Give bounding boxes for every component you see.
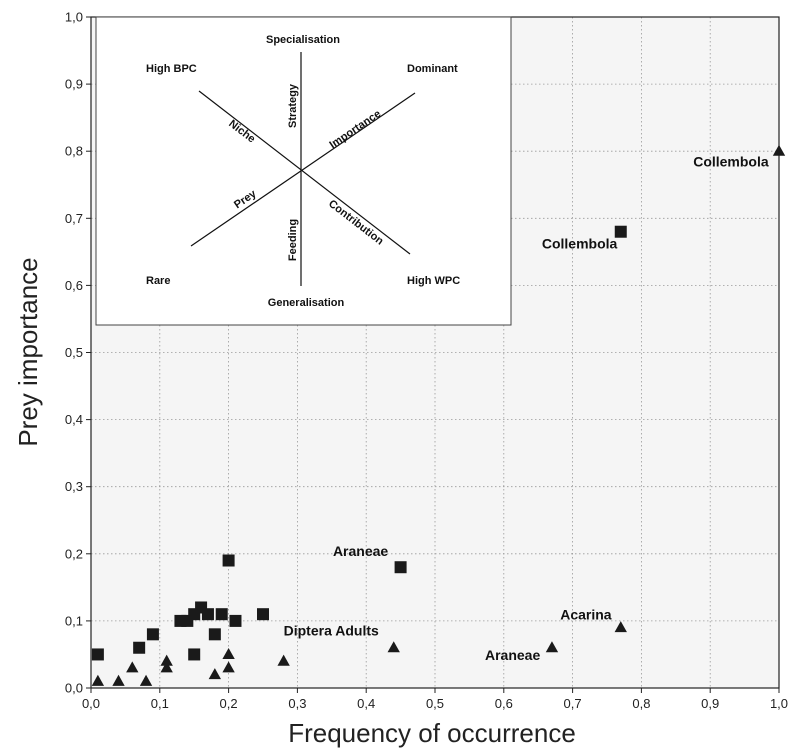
x-tick-label: 0,3 bbox=[288, 696, 306, 711]
y-tick-label: 0,4 bbox=[65, 412, 83, 427]
point-label: Araneae bbox=[333, 543, 388, 559]
y-tick-label: 1,0 bbox=[65, 10, 83, 25]
inset-diagonal-niche-contribution bbox=[198, 90, 411, 255]
inset-diagonal-prey-importance bbox=[190, 92, 416, 247]
point-label: Araneae bbox=[485, 647, 540, 663]
y-tick-label: 0,1 bbox=[65, 613, 83, 628]
inset-label-feeding: Feeding bbox=[287, 219, 299, 261]
x-tick-label: 0,9 bbox=[701, 696, 719, 711]
triangle-marker bbox=[772, 144, 786, 156]
inset-label-specialisation: Specialisation bbox=[266, 34, 340, 46]
point-label: Collembola bbox=[542, 235, 618, 251]
triangle-marker bbox=[139, 674, 153, 686]
triangle-marker bbox=[545, 641, 559, 653]
y-tick-label: 0,9 bbox=[65, 77, 83, 92]
y-tick-label: 0,5 bbox=[65, 345, 83, 360]
triangle-marker bbox=[277, 654, 290, 666]
inset-label-generalisation: Generalisation bbox=[268, 297, 345, 309]
square-marker bbox=[91, 648, 104, 661]
y-tick-label: 0,0 bbox=[65, 681, 83, 696]
square-marker bbox=[215, 608, 228, 621]
triangle-marker bbox=[208, 668, 222, 680]
triangle-marker bbox=[112, 674, 125, 686]
square-marker bbox=[133, 641, 146, 654]
inset-label-strategy: Strategy bbox=[287, 83, 299, 128]
x-tick-label: 0,6 bbox=[495, 696, 513, 711]
triangle-marker bbox=[160, 654, 173, 666]
y-axis-title: Prey importance bbox=[13, 257, 43, 446]
square-marker bbox=[394, 561, 407, 574]
point-label: Acarina bbox=[560, 607, 612, 623]
point-label: Diptera Adults bbox=[284, 623, 379, 639]
x-tick-label: 0,0 bbox=[82, 696, 100, 711]
triangle-marker bbox=[614, 621, 627, 633]
x-tick-label: 0,5 bbox=[426, 696, 444, 711]
x-axis-title: Frequency of occurrence bbox=[288, 718, 576, 748]
triangle-marker bbox=[387, 641, 400, 653]
inset-label-dominant: Dominant bbox=[407, 63, 458, 75]
inset-label-rare: Rare bbox=[146, 275, 170, 287]
square-marker bbox=[201, 608, 214, 621]
y-tick-label: 0,3 bbox=[65, 479, 83, 494]
square-marker bbox=[614, 225, 627, 238]
point-label: Collembola bbox=[693, 154, 769, 170]
square-marker bbox=[188, 648, 201, 661]
square-marker bbox=[222, 554, 235, 567]
triangle-marker bbox=[222, 661, 235, 673]
data-points bbox=[91, 144, 786, 686]
x-tick-label: 0,1 bbox=[151, 696, 169, 711]
triangle-marker bbox=[126, 661, 139, 673]
triangle-marker bbox=[160, 661, 173, 673]
inset-label-high-wpc: High WPC bbox=[407, 275, 460, 287]
square-marker bbox=[208, 628, 221, 641]
y-tick-label: 0,2 bbox=[65, 546, 83, 561]
point-annotations: Collembola Collembola Araneae Diptera Adult… bbox=[284, 154, 769, 663]
y-tick-label: 0,6 bbox=[65, 278, 83, 293]
x-tick-label: 0,2 bbox=[220, 696, 238, 711]
y-tick-label: 0,7 bbox=[65, 211, 83, 226]
x-tick-label: 1,0 bbox=[770, 696, 788, 711]
x-tick-labels: 0,0 0,1 0,2 0,3 0,4 0,5 0,6 0,7 0,8 0,9 1,0 bbox=[82, 688, 788, 711]
x-tick-label: 0,7 bbox=[564, 696, 582, 711]
square-marker bbox=[257, 608, 269, 621]
triangle-marker bbox=[91, 674, 105, 686]
square-marker bbox=[146, 628, 159, 641]
x-tick-label: 0,8 bbox=[632, 696, 650, 711]
strategy-inset-diagram: Specialisation Generalisation High BPC D… bbox=[95, 16, 512, 326]
inset-label-high-bpc: High BPC bbox=[146, 63, 197, 75]
y-tick-labels: 0,0 0,1 0,2 0,3 0,4 0,5 0,6 0,7 0,8 0,9 1,0 bbox=[65, 10, 91, 696]
triangle-marker bbox=[222, 647, 235, 659]
square-marker bbox=[229, 614, 242, 627]
x-tick-label: 0,4 bbox=[357, 696, 375, 711]
y-tick-label: 0,8 bbox=[65, 144, 83, 159]
